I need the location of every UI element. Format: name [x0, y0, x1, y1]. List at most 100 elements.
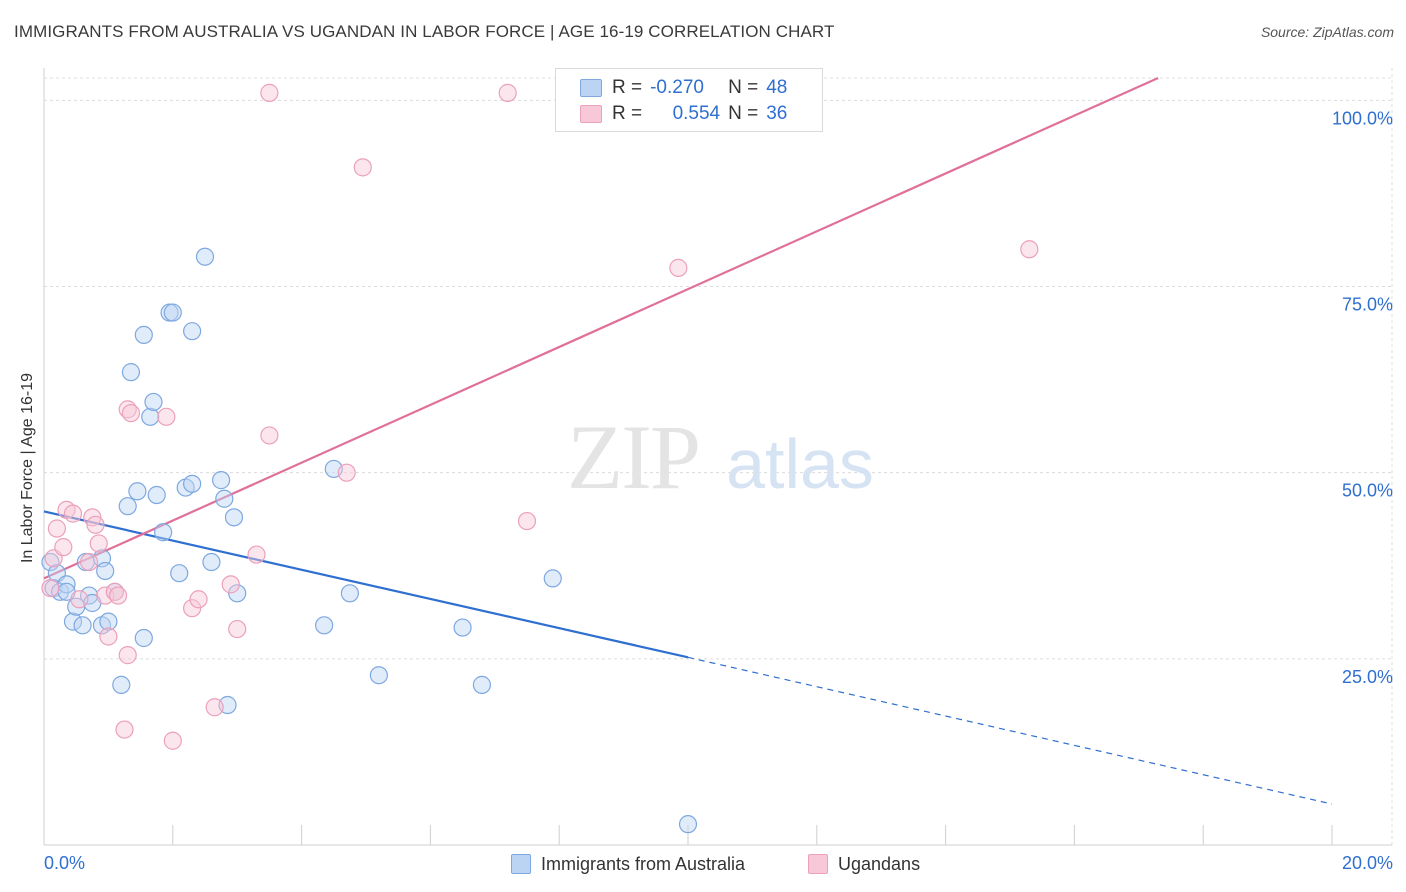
bottom-legend-australia: Immigrants from Australia	[511, 852, 745, 876]
point-ugandans	[115, 720, 134, 739]
tick-labels: 25.0% 50.0% 75.0% 100.0% 0.0% 20.0%	[44, 108, 1393, 873]
point-australia	[147, 485, 166, 505]
point-australia	[112, 675, 131, 694]
legend-row-australia: R = -0.270 N = 48	[580, 76, 787, 100]
y-tick-label: 25.0%	[1342, 667, 1393, 687]
point-australia	[144, 392, 163, 412]
point-australia	[141, 407, 160, 426]
point-ugandans	[157, 407, 176, 426]
point-ugandans	[86, 515, 105, 534]
legend-n-value: 36	[766, 103, 788, 124]
point-australia	[472, 675, 492, 694]
legend-r-value: 0.554	[672, 103, 721, 124]
point-australia	[134, 628, 153, 648]
point-ugandans	[118, 646, 137, 665]
point-ugandans	[79, 552, 99, 572]
y-tick-label: 50.0%	[1342, 481, 1393, 501]
legend-swatch-pink	[580, 105, 602, 123]
point-australia	[212, 471, 231, 490]
point-australia	[369, 666, 388, 685]
source-credit: Source: ZipAtlas.com	[1260, 24, 1394, 40]
point-ugandans	[189, 590, 208, 609]
point-australia	[121, 363, 141, 382]
y-tick-label: 100.0%	[1332, 108, 1393, 128]
point-ugandans	[1020, 240, 1039, 259]
bottom-legend-swatch-blue	[511, 854, 531, 874]
watermark-zip: ZIP	[567, 406, 699, 508]
legend-r-value: -0.270	[650, 77, 704, 98]
point-australia	[183, 322, 202, 341]
bottom-legend-label: Immigrants from Australia	[541, 853, 746, 874]
watermark: ZIP atlas	[567, 406, 874, 508]
gridlines	[44, 68, 1393, 845]
point-ugandans	[228, 619, 247, 639]
watermark-atlas: atlas	[726, 425, 874, 503]
point-ugandans	[205, 698, 224, 717]
trend-line-australia-extension	[687, 656, 1333, 805]
point-australia	[134, 325, 153, 345]
point-ugandans	[70, 590, 89, 609]
bottom-legend-label: Ugandans	[838, 853, 921, 874]
point-australia	[96, 561, 115, 581]
legend-r-label: R =	[612, 77, 643, 98]
point-australia	[215, 489, 234, 508]
bottom-legend-ugandans: Ugandans	[808, 852, 920, 876]
point-ugandans	[337, 463, 356, 482]
point-ugandans	[260, 426, 279, 445]
trend-line-ugandans	[43, 76, 1159, 580]
point-ugandans	[183, 599, 202, 618]
point-australia	[128, 482, 147, 501]
point-ugandans	[41, 578, 60, 598]
point-ugandans	[221, 575, 240, 594]
axes	[43, 68, 1392, 846]
legend-box: R = -0.270 N = 48 R = 0.554 N = 36	[555, 68, 823, 132]
point-australia	[99, 612, 118, 631]
point-ugandans	[517, 511, 537, 531]
point-australia	[170, 564, 189, 583]
point-australia	[228, 584, 247, 603]
legend-n-label: N =	[728, 77, 759, 98]
point-ugandans	[498, 83, 517, 102]
point-ugandans	[96, 586, 115, 605]
point-ugandans	[260, 83, 279, 102]
point-ugandans	[99, 627, 118, 646]
point-ugandans	[63, 504, 83, 523]
legend-row-ugandans: R = 0.554 N = 36	[580, 102, 787, 126]
point-australia	[50, 582, 70, 601]
y-tick-label: 75.0%	[1342, 295, 1393, 315]
point-ugandans	[163, 731, 182, 750]
data-points	[41, 83, 1039, 834]
trend-lines	[43, 76, 1333, 805]
point-australia	[315, 616, 334, 635]
point-ugandans	[121, 403, 141, 423]
point-australia	[163, 303, 182, 322]
point-australia	[543, 569, 562, 588]
point-australia	[453, 618, 472, 637]
point-australia	[183, 474, 202, 493]
point-australia	[118, 497, 137, 516]
point-australia	[154, 523, 173, 542]
point-australia	[224, 508, 244, 527]
point-ugandans	[89, 534, 108, 553]
point-ugandans	[247, 545, 266, 564]
point-australia	[678, 815, 698, 834]
point-ugandans	[353, 158, 372, 177]
point-australia	[202, 552, 221, 572]
point-ugandans	[47, 519, 66, 538]
x-tick-label: 0.0%	[44, 853, 85, 873]
point-australia	[73, 616, 92, 635]
legend-r-label: R =	[612, 103, 643, 124]
x-tick-label: 20.0%	[1342, 853, 1393, 873]
point-ugandans	[108, 586, 128, 605]
bottom-legend-swatch-pink	[808, 854, 828, 874]
point-australia	[195, 247, 215, 266]
legend-n-label: N =	[728, 103, 759, 124]
trend-line-australia	[43, 510, 689, 659]
chart-title: IMMIGRANTS FROM AUSTRALIA VS UGANDAN IN …	[14, 22, 835, 41]
point-australia	[340, 584, 359, 603]
point-ugandans	[669, 258, 688, 277]
point-australia	[63, 612, 83, 631]
legend-n-value: 48	[766, 77, 788, 98]
legend-swatch-blue	[580, 79, 602, 97]
